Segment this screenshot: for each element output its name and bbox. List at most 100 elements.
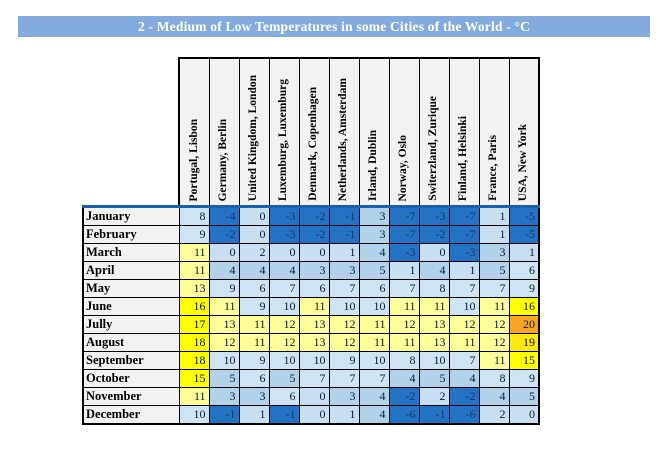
temp-cell: 0 bbox=[208, 243, 240, 262]
temp-cell: 4 bbox=[208, 261, 240, 280]
temp-cell: 12 bbox=[268, 315, 300, 334]
temp-cell: 4 bbox=[358, 243, 390, 262]
temp-cell: 11 bbox=[358, 333, 390, 352]
temp-cell: 9 bbox=[508, 279, 540, 298]
temp-cell: -1 bbox=[328, 225, 360, 244]
row-label: January bbox=[82, 206, 180, 226]
temp-cell: 5 bbox=[268, 369, 300, 388]
temp-cell: 7 bbox=[328, 369, 360, 388]
row-label: March bbox=[82, 243, 180, 262]
temp-cell: 10 bbox=[328, 297, 360, 316]
table-row: August 18 12 11 12 13 12 11 11 13 11 12 19 bbox=[82, 333, 540, 352]
temp-cell: 5 bbox=[478, 261, 510, 280]
column-header: United Kingdom, London bbox=[238, 57, 270, 208]
temp-cell: 1 bbox=[238, 405, 270, 425]
temp-cell: 7 bbox=[358, 369, 390, 388]
temp-cell: 20 bbox=[508, 315, 540, 334]
row-label: August bbox=[82, 333, 180, 352]
temp-cell: -2 bbox=[298, 225, 330, 244]
temp-cell: 1 bbox=[478, 206, 510, 226]
row-label: Jully bbox=[82, 315, 180, 334]
temp-cell: 3 bbox=[208, 387, 240, 406]
temp-cell: 1 bbox=[328, 405, 360, 425]
column-header-label: Irland, Dublin bbox=[367, 130, 380, 201]
temp-cell: 7 bbox=[268, 279, 300, 298]
temp-cell: 6 bbox=[358, 279, 390, 298]
temperature-table-container: Portugal, Lisbon Germany, Berlin United Ki… bbox=[82, 57, 540, 425]
temp-cell: 17 bbox=[178, 315, 210, 334]
row-label: June bbox=[82, 297, 180, 316]
temp-cell: 7 bbox=[298, 369, 330, 388]
temp-cell: -1 bbox=[208, 405, 240, 425]
temp-cell: 10 bbox=[358, 297, 390, 316]
temp-cell: 18 bbox=[178, 351, 210, 370]
temp-cell: 5 bbox=[418, 369, 450, 388]
column-header-label: USA, New York bbox=[517, 123, 529, 201]
temp-cell: 11 bbox=[178, 243, 210, 262]
corner-cell bbox=[83, 58, 179, 208]
temp-cell: 0 bbox=[298, 405, 330, 425]
temp-cell: -6 bbox=[388, 405, 420, 425]
temp-cell: 8 bbox=[478, 369, 510, 388]
temp-cell: 12 bbox=[208, 333, 240, 352]
temp-cell: 2 bbox=[418, 387, 450, 406]
temp-cell: -2 bbox=[388, 387, 420, 406]
column-header-label: Luxemburg, Luxemburg bbox=[277, 78, 290, 201]
row-label: February bbox=[82, 225, 180, 244]
temp-cell: -2 bbox=[448, 387, 480, 406]
row-label: April bbox=[82, 261, 180, 280]
temp-cell: 6 bbox=[238, 369, 270, 388]
temp-cell: 3 bbox=[358, 206, 390, 226]
table-row: Jully 17 13 11 12 13 12 11 12 13 12 12 20 bbox=[82, 315, 540, 334]
temp-cell: 0 bbox=[418, 243, 450, 262]
temp-cell: 11 bbox=[208, 297, 240, 316]
column-header-label: Norway, Oslo bbox=[397, 134, 410, 201]
temp-cell: 4 bbox=[358, 405, 390, 425]
temp-cell: 6 bbox=[268, 387, 300, 406]
temp-cell: -3 bbox=[268, 206, 300, 226]
temp-cell: 0 bbox=[298, 243, 330, 262]
row-label: May bbox=[82, 279, 180, 298]
temp-cell: -1 bbox=[418, 405, 450, 425]
temp-cell: 12 bbox=[268, 333, 300, 352]
table-row: March 11 0 2 0 0 1 4 -3 0 -3 3 1 bbox=[82, 243, 540, 262]
table-row: December 10 -1 1 -1 0 1 4 -6 -1 -6 2 0 bbox=[82, 405, 540, 425]
temp-cell: 4 bbox=[238, 261, 270, 280]
page-title: 2 - Medium of Low Temperatures in some C… bbox=[137, 18, 531, 34]
column-header-label: Germany, Berlin bbox=[217, 118, 230, 201]
temp-cell: -3 bbox=[388, 243, 420, 262]
temp-cell: 4 bbox=[478, 387, 510, 406]
column-header-label: Netherlands, Amsterdam bbox=[337, 77, 350, 201]
temp-cell: 6 bbox=[238, 279, 270, 298]
temp-cell: -2 bbox=[298, 206, 330, 226]
temp-cell: 11 bbox=[238, 315, 270, 334]
temp-cell: -7 bbox=[388, 225, 420, 244]
temp-cell: 11 bbox=[448, 333, 480, 352]
table-row: January 8 -4 0 -3 -2 -1 3 -7 -3 -7 1 -5 bbox=[82, 206, 540, 226]
temp-cell: 0 bbox=[268, 243, 300, 262]
temp-cell: -3 bbox=[418, 206, 450, 226]
temp-cell: 9 bbox=[238, 297, 270, 316]
temp-cell: -7 bbox=[448, 225, 480, 244]
temp-cell: 11 bbox=[238, 333, 270, 352]
table-row: February 9 -2 0 -3 -2 -1 3 -7 -2 -7 1 -5 bbox=[82, 225, 540, 244]
temp-cell: 0 bbox=[238, 225, 270, 244]
temp-cell: 18 bbox=[178, 333, 210, 352]
temp-cell: 13 bbox=[178, 279, 210, 298]
temp-cell: 6 bbox=[298, 279, 330, 298]
temp-cell: 10 bbox=[298, 351, 330, 370]
row-label: November bbox=[82, 387, 180, 406]
temp-cell: 4 bbox=[358, 387, 390, 406]
temp-cell: 9 bbox=[208, 279, 240, 298]
temp-cell: 13 bbox=[418, 333, 450, 352]
column-header: Irland, Dublin bbox=[358, 57, 390, 208]
column-header-label: Finland, Helsinki bbox=[457, 115, 470, 201]
temp-cell: 2 bbox=[238, 243, 270, 262]
temp-cell: 11 bbox=[178, 261, 210, 280]
temp-cell: 5 bbox=[508, 387, 540, 406]
column-header: USA, New York bbox=[508, 57, 540, 208]
temp-cell: 10 bbox=[268, 351, 300, 370]
column-header: France, Paris bbox=[478, 57, 510, 208]
temp-cell: 8 bbox=[178, 206, 210, 226]
